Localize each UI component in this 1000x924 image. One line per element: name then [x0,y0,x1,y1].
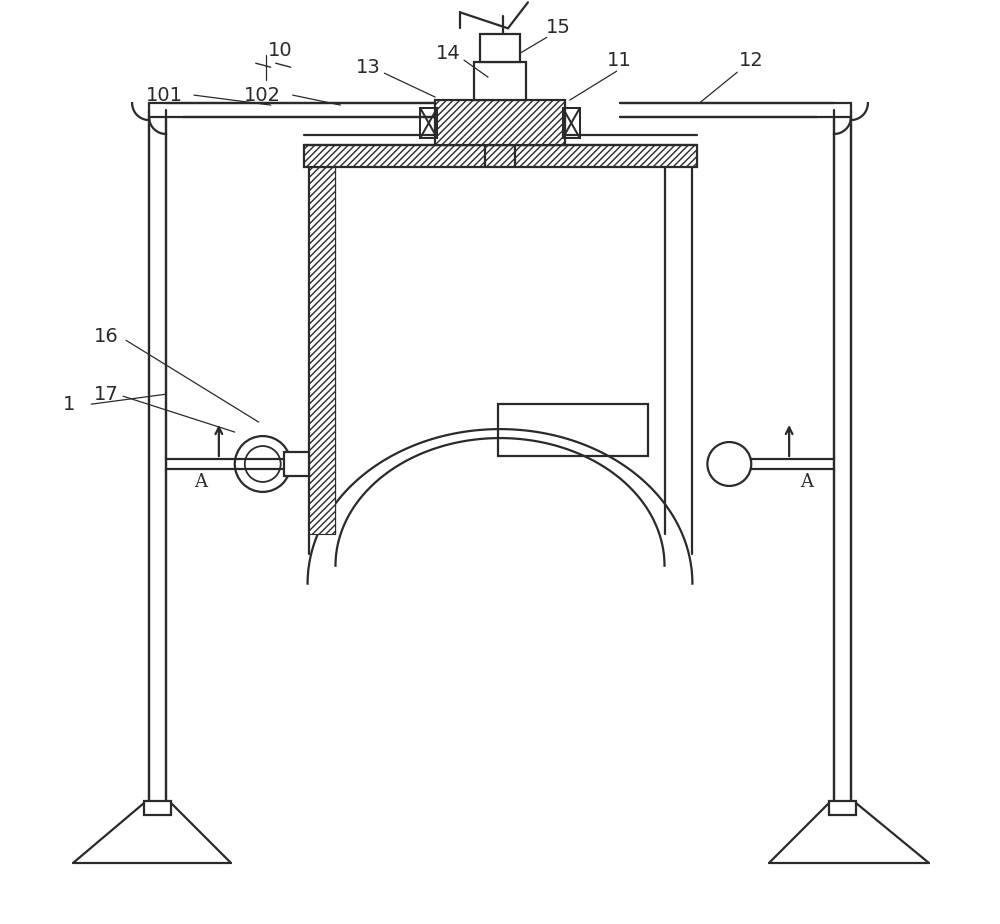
Text: 1: 1 [63,395,75,414]
Text: 16: 16 [94,327,119,346]
Circle shape [707,442,751,486]
Text: 12: 12 [739,51,764,69]
Text: A: A [801,473,814,491]
Polygon shape [474,62,526,100]
Text: 10: 10 [268,41,293,60]
Polygon shape [480,34,520,62]
Text: 13: 13 [356,57,381,77]
Text: 11: 11 [607,51,632,69]
Text: 101: 101 [146,86,183,104]
Polygon shape [304,145,697,167]
Circle shape [235,436,291,492]
Polygon shape [435,100,565,145]
Polygon shape [144,801,171,815]
Polygon shape [284,452,309,476]
Text: 14: 14 [436,43,461,63]
Text: A: A [194,473,207,491]
Text: 17: 17 [94,384,119,404]
Polygon shape [829,801,856,815]
Text: 102: 102 [244,86,281,104]
Polygon shape [309,167,335,534]
Text: 15: 15 [545,18,570,37]
